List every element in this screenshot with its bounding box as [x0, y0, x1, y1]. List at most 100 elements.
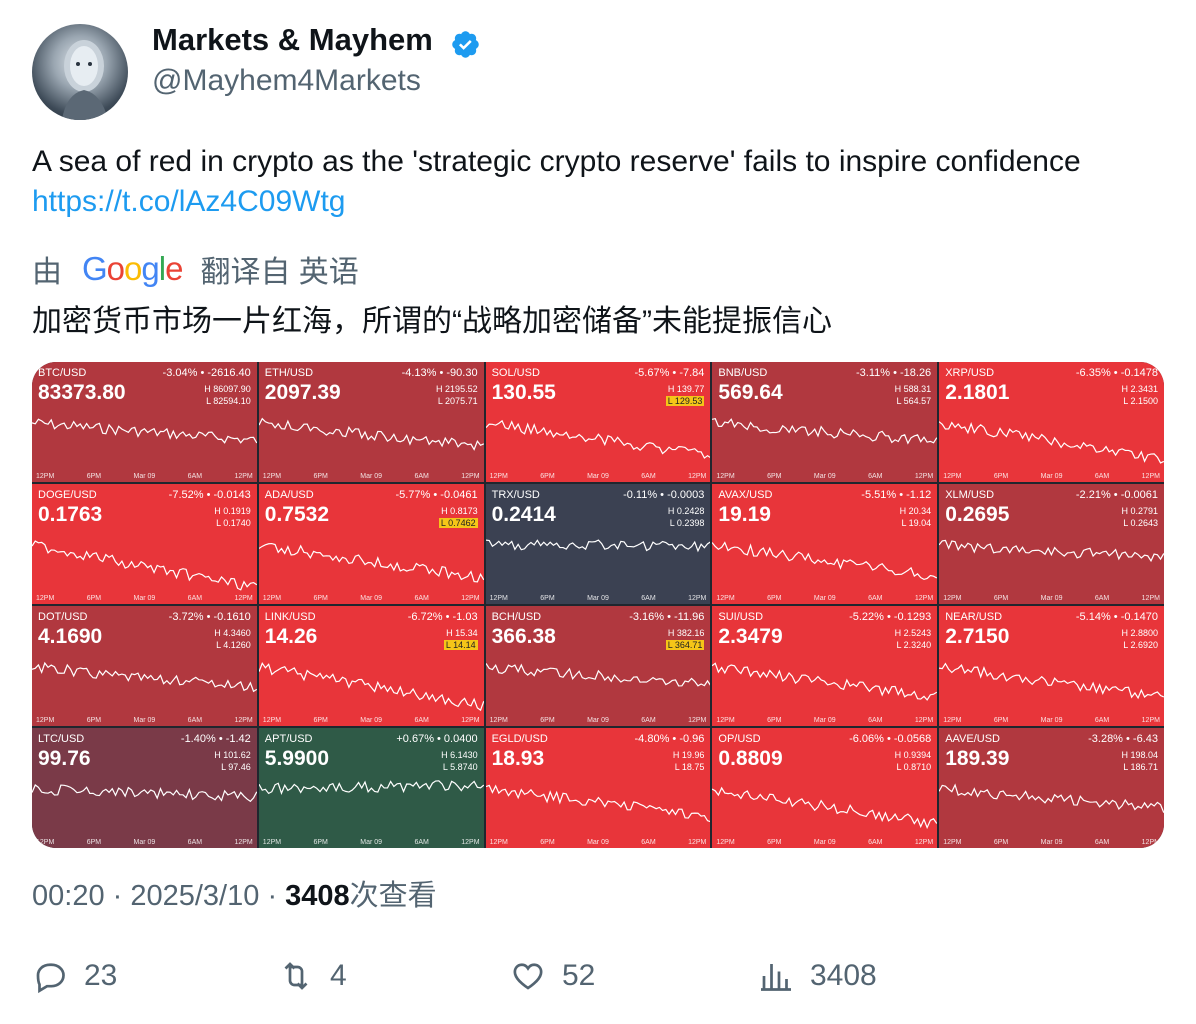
axis-tick-label: Mar 09 — [587, 717, 609, 724]
time-axis: 12PM 6PM Mar 09 6AM 12PM — [490, 595, 707, 602]
translate-source-label[interactable]: 翻译自 英语 — [200, 256, 359, 289]
ticker-low: L 186.71 — [1123, 762, 1158, 772]
axis-tick-label: Mar 09 — [1040, 595, 1063, 602]
axis-tick-label: 12PM — [461, 717, 480, 724]
axis-tick-label: 12PM — [914, 595, 934, 602]
reply-button[interactable]: 23 — [32, 958, 117, 994]
ticker-change: -3.28% • -6.43 — [1088, 733, 1158, 745]
axis-tick-label: Mar 09 — [133, 839, 156, 846]
ticker-tile: XLM/USD -2.21% • -0.0061 0.2695 H 0.2791 L 0… — [939, 484, 1164, 604]
axis-tick-label: 12PM — [943, 473, 962, 480]
time-axis: 12PM 6PM Mar 09 6AM 12PM — [490, 473, 707, 480]
ticker-high: H 19.96 — [672, 750, 705, 760]
ticker-pair: XRP/USD — [945, 367, 995, 379]
axis-tick-label: 6AM — [187, 473, 203, 480]
ticker-change: -5.14% • -0.1470 — [1075, 611, 1158, 623]
axis-tick-label: 12PM — [943, 595, 962, 602]
ticker-high: H 2.5243 — [894, 628, 932, 638]
axis-tick-label: 12PM — [36, 717, 55, 724]
axis-tick-label: 12PM — [943, 839, 962, 846]
ticker-high: H 0.2428 — [667, 506, 705, 516]
axis-tick-label: Mar 09 — [813, 717, 836, 724]
sparkline-path — [939, 539, 1164, 563]
axis-tick-label: 6AM — [187, 717, 203, 724]
axis-tick-label: Mar 09 — [587, 595, 609, 602]
ticker-change: -7.52% • -0.0143 — [168, 489, 251, 501]
ticker-tile: DOT/USD -3.72% • -0.1610 4.1690 H 4.3460 L 4… — [32, 606, 257, 726]
ticker-low-value: L 5.8740 — [442, 762, 478, 772]
ticker-high: H 382.16 — [667, 628, 705, 638]
author-name[interactable]: Markets & Mayhem — [152, 22, 433, 57]
ticker-pair: BTC/USD — [38, 367, 87, 379]
sparkline-path — [712, 662, 938, 701]
axis-tick-label: 6AM — [1094, 839, 1110, 846]
reply-icon — [36, 963, 65, 994]
ticker-low-value: L 18.75 — [674, 762, 705, 772]
axis-tick-label: 12PM — [234, 473, 253, 480]
translation-attribution: 由 Google 翻译自 英语 — [32, 247, 359, 291]
ticker-high: H 4.3460 — [214, 628, 251, 638]
ticker-change: -4.13% • -90.30 — [401, 367, 478, 379]
time-axis: 12PM 6PM Mar 09 6AM 12PM — [490, 839, 707, 846]
author-handle[interactable]: @Mayhem4Markets — [152, 64, 421, 97]
ticker-tile: OP/USD -6.06% • -0.0568 0.8809 H 0.9394 L 0.… — [712, 728, 938, 848]
sparkline-path — [485, 784, 711, 823]
retweet-button[interactable]: 4 — [278, 958, 347, 994]
ticker-low-value: L 564.57 — [896, 396, 932, 406]
ticker-price: 2.7150 — [945, 625, 1010, 648]
sparkline-path — [32, 784, 257, 803]
axis-tick-label: Mar 09 — [133, 595, 156, 602]
tweet-date[interactable]: 2025/3/10 — [130, 880, 260, 912]
ticker-change: -5.67% • -7.84 — [634, 367, 705, 379]
ticker-pair: SOL/USD — [491, 367, 540, 379]
ticker-tile: EGLD/USD -4.80% • -0.96 18.93 H 19.96 L 18.7… — [485, 728, 711, 848]
sparkline-path — [712, 786, 938, 830]
price-sparkline — [939, 662, 1164, 700]
axis-tick-label: 12PM — [688, 473, 707, 480]
ticker-pair: AAVE/USD — [945, 733, 1000, 745]
google-logo: Google — [82, 250, 183, 287]
ticker-high: H 0.8173 — [441, 506, 478, 516]
axis-tick-label: 12PM — [688, 839, 707, 846]
time-axis: 12PM 6PM Mar 09 6AM 12PM — [943, 473, 1160, 480]
time-axis: 12PM 6PM Mar 09 6AM 12PM — [716, 717, 933, 724]
ticker-high: H 101.62 — [214, 750, 251, 760]
analytics-icon — [761, 964, 791, 991]
like-button[interactable]: 52 — [510, 958, 595, 994]
price-sparkline — [712, 541, 938, 581]
axis-tick-label: 12PM — [234, 717, 253, 724]
ticker-tile: SUI/USD -5.22% • -0.1293 2.3479 H 2.5243 L 2… — [712, 606, 938, 726]
axis-tick-label: 6PM — [86, 839, 102, 846]
ticker-low: L 2075.71 — [438, 396, 478, 406]
axis-tick-label: 6PM — [540, 595, 555, 602]
sparkline-path — [258, 780, 484, 795]
axis-tick-label: Mar 09 — [1040, 717, 1063, 724]
ticker-tile: APT/USD +0.67% • 0.0400 5.9900 H 6.1430 L 5.… — [258, 728, 484, 848]
axis-tick-label: 12PM — [1141, 473, 1160, 480]
views-button[interactable]: 3408 — [758, 958, 877, 994]
ticker-price: 19.19 — [718, 503, 771, 526]
axis-tick-label: 12PM — [1141, 717, 1160, 724]
axis-tick-label: 6PM — [767, 839, 782, 846]
views-count: 3408 — [285, 880, 350, 912]
ticker-tile: BCH/USD -3.16% • -11.96 366.38 H 382.16 L 36… — [485, 606, 711, 726]
like-count: 52 — [562, 959, 596, 992]
author-avatar[interactable] — [32, 24, 128, 120]
axis-tick-label: 12PM — [36, 595, 55, 602]
tweet-time[interactable]: 00:20 — [32, 880, 105, 912]
crypto-price-grid-image[interactable]: BTC/USD -3.04% • -2616.40 83373.80 H 86097.… — [32, 362, 1164, 848]
verified-badge-icon — [452, 31, 479, 58]
ticker-pair: OP/USD — [718, 733, 761, 745]
sparkline-path — [485, 539, 711, 553]
ticker-change: -6.06% • -0.0568 — [849, 733, 932, 745]
tweet-link[interactable]: https://t.co/lAz4C09Wtg — [32, 185, 346, 218]
price-sparkline — [258, 780, 484, 795]
ticker-low-value: L 129.53 — [665, 396, 705, 406]
axis-tick-label: Mar 09 — [360, 473, 383, 480]
axis-tick-label: 12PM — [1141, 839, 1160, 846]
ticker-change: -6.72% • -1.03 — [407, 611, 478, 623]
ticker-high: H 6.1430 — [441, 750, 478, 760]
ticker-low-value: L 19.04 — [901, 518, 932, 528]
axis-tick-label: 6AM — [414, 717, 429, 724]
ticker-price: 99.76 — [38, 747, 91, 770]
